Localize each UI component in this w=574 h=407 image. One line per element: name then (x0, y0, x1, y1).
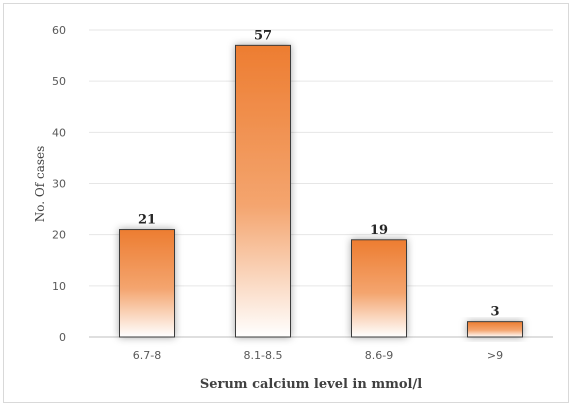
bar-6.7-8 (119, 229, 175, 338)
y-tick-labels: 0 10 20 30 40 50 60 (52, 24, 66, 344)
x-tick-label: 8.1-8.5 (244, 349, 283, 362)
data-labels: 21 57 19 3 (138, 28, 500, 319)
data-label: 19 (370, 223, 388, 238)
y-tick-label: 60 (52, 24, 66, 37)
bar-8.1-8.5 (235, 44, 291, 338)
bar-8.6-9 (351, 239, 407, 338)
data-label: 57 (254, 28, 272, 43)
data-label: 3 (490, 305, 499, 320)
y-tick-label: 10 (52, 280, 66, 293)
bars (119, 44, 523, 338)
x-axis-label: Serum calcium level in mmol/l (200, 377, 422, 392)
y-tick-label: 30 (52, 178, 66, 191)
y-tick-label: 20 (52, 229, 66, 242)
x-tick-label: >9 (487, 349, 503, 362)
x-tick-label: 8.6-9 (365, 349, 393, 362)
bar->9 (467, 321, 523, 338)
data-label: 21 (138, 213, 156, 228)
y-tick-label: 50 (52, 75, 66, 88)
y-tick-label: 40 (52, 126, 66, 139)
x-tick-label: 6.7-8 (133, 349, 161, 362)
x-tick-labels: 6.7-8 8.1-8.5 8.6-9 >9 (133, 349, 503, 362)
y-tick-label: 0 (59, 331, 66, 344)
y-axis-label: No. Of cases (33, 146, 47, 223)
